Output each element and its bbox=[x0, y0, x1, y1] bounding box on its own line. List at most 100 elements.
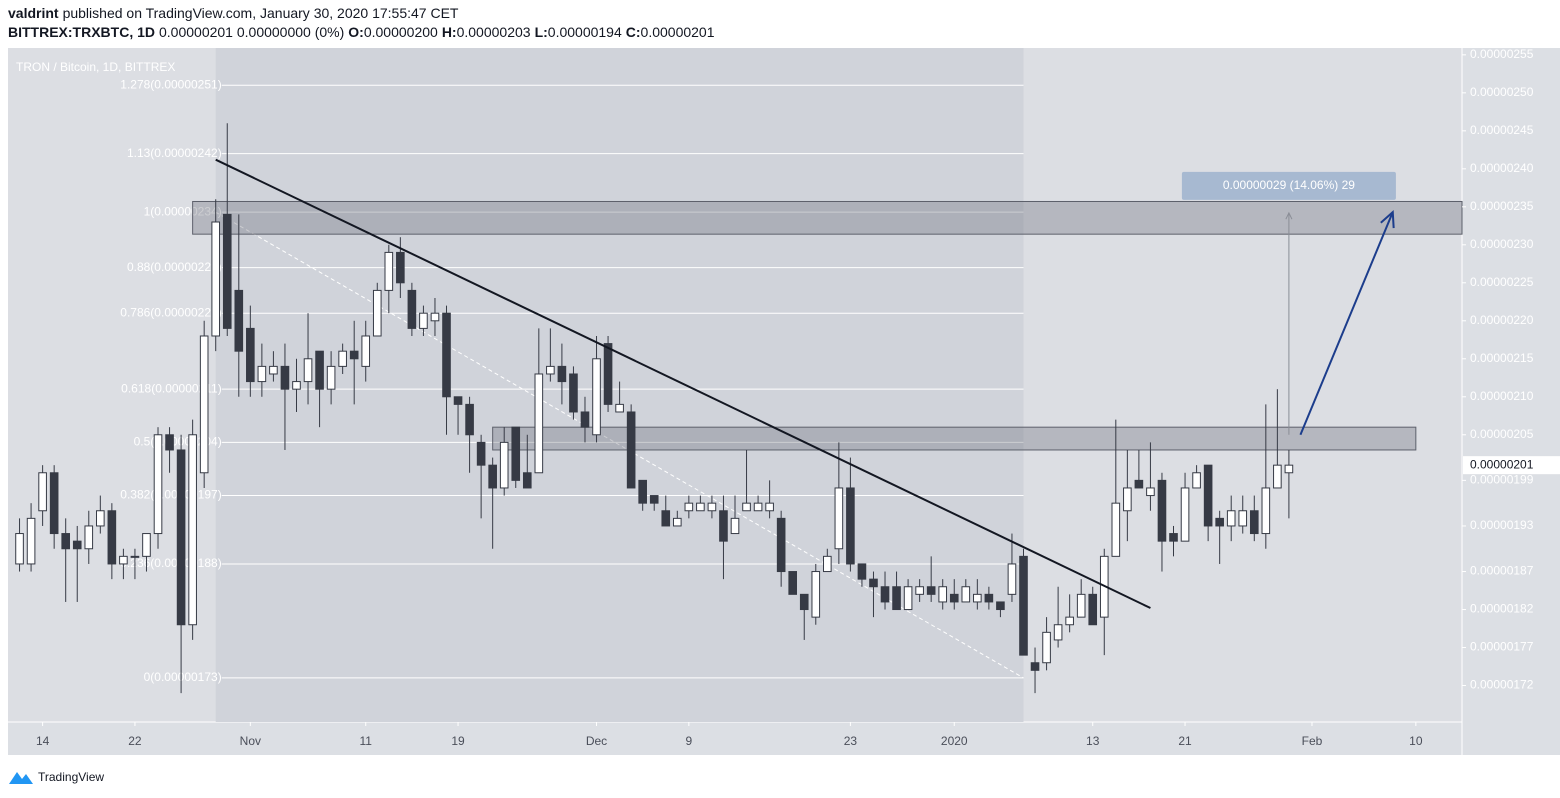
candle-body bbox=[823, 555, 832, 573]
fib-label: 0(0.00000173) bbox=[144, 670, 222, 684]
candle-body bbox=[546, 365, 555, 375]
ohlc-value: 0.00000200 bbox=[364, 24, 438, 40]
candle-body bbox=[488, 464, 497, 489]
candle-body bbox=[742, 502, 751, 512]
ohlc-label: C: bbox=[626, 24, 641, 40]
candle-body bbox=[292, 381, 301, 390]
candle-body bbox=[672, 517, 682, 527]
candle-body bbox=[349, 350, 359, 360]
x-tick-label: 21 bbox=[1178, 734, 1192, 748]
candle-body bbox=[407, 289, 417, 329]
y-tick-label: 0.00000210 bbox=[1470, 389, 1534, 403]
x-tick-label: 2020 bbox=[941, 734, 968, 748]
plot: 1.278(0.00000251) 1.13(0.00000242) 1(0.000… bbox=[15, 48, 1463, 722]
candle-body bbox=[1192, 472, 1201, 489]
y-tick-label: 0.00000240 bbox=[1470, 161, 1534, 175]
candle-body bbox=[569, 373, 578, 413]
candle-body bbox=[372, 289, 382, 337]
fib-label: 1(0.00000234) bbox=[144, 204, 222, 218]
brand: TradingView bbox=[38, 770, 104, 784]
y-tick-label: 0.00000235 bbox=[1470, 199, 1534, 213]
brand-logo: TradingView bbox=[9, 770, 104, 784]
candle-body bbox=[38, 472, 47, 512]
x-tick-label: 23 bbox=[844, 734, 858, 748]
candle-body bbox=[903, 586, 913, 611]
candle-body bbox=[949, 593, 959, 603]
candle-body bbox=[1088, 593, 1098, 626]
candle-body bbox=[303, 358, 313, 383]
fib-label: 0.786(0.00000221) bbox=[120, 305, 221, 319]
candle-body bbox=[96, 510, 105, 527]
forecast-arrow bbox=[1299, 211, 1394, 436]
x-tick-label: Dec bbox=[586, 734, 607, 748]
candle-body bbox=[1203, 464, 1213, 527]
candle-body bbox=[846, 487, 855, 565]
symbol-line: BITTREX:TRXBTC, 1D 0.00000201 0.00000000 … bbox=[8, 24, 715, 40]
candle-body bbox=[880, 586, 890, 603]
candle-body bbox=[61, 533, 71, 550]
candle-body bbox=[26, 517, 36, 565]
fib-label: 0.88(0.00000227) bbox=[127, 260, 222, 274]
y-axis-background bbox=[1462, 48, 1560, 755]
fib-label: 0.618(0.00000211) bbox=[121, 381, 222, 395]
candle-body bbox=[1146, 487, 1155, 497]
measure-head bbox=[1285, 211, 1293, 220]
candle-body bbox=[615, 403, 624, 413]
candle-body bbox=[765, 502, 774, 512]
y-tick-label: 0.00000177 bbox=[1470, 640, 1534, 654]
trendline bbox=[215, 158, 1151, 609]
candle-body bbox=[1076, 593, 1086, 618]
candle-body bbox=[465, 403, 474, 436]
forecast-arrow-head bbox=[1380, 210, 1395, 229]
y-tick-label: 0.00000250 bbox=[1470, 85, 1534, 99]
candle-body bbox=[222, 213, 232, 329]
candle-body bbox=[811, 571, 821, 618]
candle-body bbox=[1238, 510, 1248, 527]
candle-body bbox=[1042, 631, 1051, 664]
x-tick-label: 11 bbox=[359, 734, 372, 748]
candle-body bbox=[1111, 502, 1121, 557]
candle-body bbox=[246, 327, 255, 383]
candle-body bbox=[84, 525, 94, 550]
candle-body bbox=[973, 593, 982, 603]
zone bbox=[192, 200, 1463, 235]
x-tick-label: 22 bbox=[128, 734, 142, 748]
candle-body bbox=[915, 586, 924, 595]
candle-body bbox=[188, 434, 197, 626]
candle-body bbox=[996, 601, 1005, 611]
candle-body bbox=[661, 510, 671, 527]
ohlc-value: 0.00000203 bbox=[457, 24, 531, 40]
candle-body bbox=[938, 586, 948, 603]
candle-body bbox=[119, 555, 128, 565]
x-tick-label: Feb bbox=[1302, 734, 1323, 748]
last-price-label: 0.00000201 bbox=[1470, 457, 1534, 471]
candle-body bbox=[211, 221, 221, 337]
y-tick-label: 0.00000220 bbox=[1470, 313, 1534, 327]
candle-body bbox=[199, 335, 209, 474]
ohlc-label: L: bbox=[535, 24, 548, 40]
candle-body bbox=[1019, 555, 1028, 656]
candle-body bbox=[753, 502, 763, 512]
candle-body bbox=[1030, 662, 1040, 671]
fib-label: 0.382(0.00000197) bbox=[120, 488, 221, 502]
y-tick-label: 0.00000215 bbox=[1470, 351, 1534, 365]
fib-label: 0.5(0.00000204) bbox=[134, 435, 222, 449]
y-tick-label: 0.00000193 bbox=[1470, 518, 1534, 532]
candle-body bbox=[326, 365, 336, 390]
candle-body bbox=[107, 510, 117, 565]
candle-body bbox=[234, 289, 244, 352]
candle-body bbox=[592, 358, 601, 436]
symbol: BITTREX:TRXBTC, 1D bbox=[8, 24, 155, 40]
candle-body bbox=[1157, 479, 1167, 542]
candle-body bbox=[361, 335, 371, 367]
candle-body bbox=[1261, 487, 1271, 535]
candle-body bbox=[1007, 563, 1017, 595]
candle-body bbox=[1065, 616, 1074, 626]
fib-label: 0.236(0.00000188) bbox=[120, 556, 221, 570]
candle-body bbox=[684, 502, 694, 512]
fib-label: 1.278(0.00000251) bbox=[120, 77, 221, 91]
x-tick-label: 9 bbox=[685, 734, 692, 748]
x-tick-label: 13 bbox=[1086, 734, 1100, 748]
change: 0.00000201 0.00000000 (0%) bbox=[159, 24, 344, 40]
candle-body bbox=[580, 411, 590, 428]
